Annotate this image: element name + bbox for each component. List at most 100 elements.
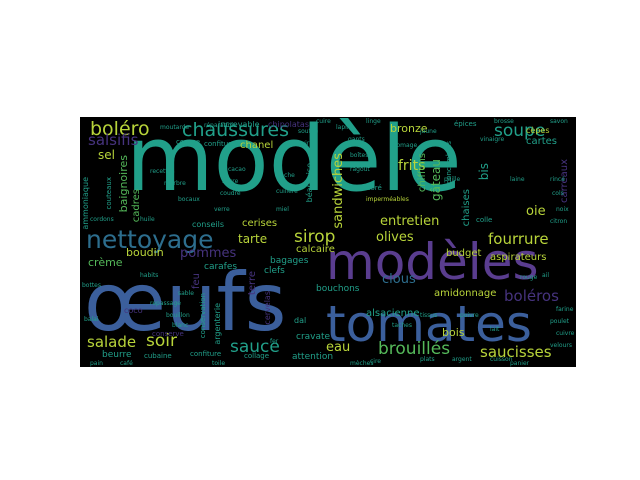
word-calcaire: calcaire [296, 244, 335, 255]
word-cerises: cerises [242, 218, 278, 229]
word-pain: pain [90, 360, 103, 367]
word-boleros: boléros [504, 287, 559, 305]
word-bouchons: bouchons [316, 284, 360, 294]
word-modeles: modèles [326, 233, 539, 291]
word-eau: eau [326, 340, 351, 355]
word-couteaux: couteaux [105, 177, 113, 210]
word-dal: dal [294, 316, 307, 325]
word-fourrure: fourrure [488, 230, 549, 248]
word-chiffons: chiffons [417, 153, 428, 193]
word-toile: toile [212, 360, 226, 367]
word-bottes: bottes [82, 282, 102, 289]
word-amidonnage: amidonnage [434, 288, 497, 299]
word-miel: miel [276, 206, 289, 213]
word-sirop: sirop [294, 227, 336, 247]
word-attention: attention [292, 352, 334, 362]
word-cuillere: cuillère [276, 188, 298, 195]
word-cuivre: cuivre [556, 330, 575, 337]
word-savon: savon [550, 118, 568, 125]
word-moutarde: moutarde [160, 124, 190, 131]
word-cols: cols [552, 190, 564, 197]
word-plats: plats [420, 356, 435, 363]
word-argent: argent [452, 356, 472, 363]
word-chipolatas: chipolatas [268, 120, 309, 129]
word-oie: oie [526, 204, 546, 219]
word-farine: farine [556, 306, 574, 313]
word-recettes: recettes [150, 168, 175, 175]
word-bocaux: bocaux [178, 196, 200, 203]
word-coudre: coudre [220, 190, 241, 197]
word-cuisson: cuisson [490, 356, 513, 363]
word-confiture: confiture [190, 350, 222, 358]
word-bearnaise: béarnaise [305, 163, 314, 203]
word-soir: soir [146, 331, 177, 351]
word-aspirateurs: aspirateurs [490, 252, 547, 263]
word-verre: verre [214, 206, 230, 213]
word-chanel: chanel [240, 140, 274, 151]
word-cravate: cravate [296, 332, 331, 342]
word-cacao: cacao [228, 166, 246, 173]
word-ammoniaque: ammoniaque [81, 177, 90, 230]
word-velours: velours [550, 342, 572, 349]
word-imperméables: imperméables [366, 196, 409, 203]
word-dore: doré [366, 184, 382, 192]
word-nettoyage: nettoyage [86, 225, 214, 254]
word-meches: mèches [350, 360, 374, 367]
word-collage: collage [244, 352, 270, 360]
word-bouillon: bouillon [166, 312, 190, 319]
word-alsacienne: alsacienne [366, 308, 420, 319]
word-beurre: beurre [102, 350, 132, 360]
word-cire: cire [370, 358, 381, 365]
word-panier: panier [510, 360, 530, 367]
word-coco: coco [124, 306, 143, 315]
word-cubaine: cubaine [144, 352, 172, 360]
word-sable: sable [178, 290, 194, 297]
word-conseils: conseils [192, 220, 225, 229]
word-citron: citron [550, 218, 568, 225]
word-rince: rincé [550, 176, 565, 183]
word-baignoires: baignoires [117, 155, 130, 213]
word-frits: frits [398, 158, 426, 174]
word-paille: paille [444, 176, 461, 183]
word-brouilles: brouillés [378, 339, 451, 359]
word-vinaigre: vinaigre [480, 136, 505, 143]
word-budget: budget [446, 248, 482, 259]
word-conservation: conservation [199, 293, 207, 339]
word-saucisses: saucisses [480, 343, 552, 361]
word-bagages: bagages [270, 256, 309, 266]
word-epices: épices [454, 120, 477, 128]
word-argenterie: argenterie [213, 303, 222, 345]
word-modele: modèle [126, 117, 462, 212]
word-conserve: conserve [152, 330, 184, 338]
word-carafes: carafes [204, 262, 238, 272]
word-cervelas: cervelas [263, 291, 272, 325]
word-confitures: confitures [204, 140, 239, 148]
word-soupe: soupe [494, 121, 546, 141]
word-colle: colle [476, 216, 493, 224]
word-terre: terre [247, 271, 258, 296]
word-brosse: brosse [494, 118, 514, 125]
word-tarte: tarte [238, 232, 268, 246]
word-boites: boîtes [350, 152, 369, 159]
word-bolero: boléro [90, 118, 150, 140]
word-ail: ail [542, 272, 550, 279]
word-noix: noix [556, 206, 569, 213]
word-gants: gants [348, 136, 365, 143]
word-sel: sel [98, 148, 115, 162]
word-jaune: jaune [420, 128, 437, 135]
word-gateau: gâteau [429, 159, 443, 202]
word-sauce: sauce [230, 337, 280, 357]
word-habits: habits [140, 272, 159, 279]
word-courge: courge [176, 138, 201, 146]
word-salsifis: salsifis [88, 131, 139, 149]
word-marbre: marbre [164, 180, 186, 187]
word-clefs: clefs [264, 266, 285, 276]
word-cordons: cordons [90, 216, 114, 223]
word-cepes: cèpes [526, 126, 550, 135]
word-pommes: pommes [180, 246, 237, 261]
word-blanc: blanc [172, 322, 189, 329]
word-balai: balai [84, 316, 99, 323]
word-cafe: café [120, 360, 133, 367]
word-laine: laine [510, 176, 525, 183]
word-bis: bis [477, 163, 491, 181]
